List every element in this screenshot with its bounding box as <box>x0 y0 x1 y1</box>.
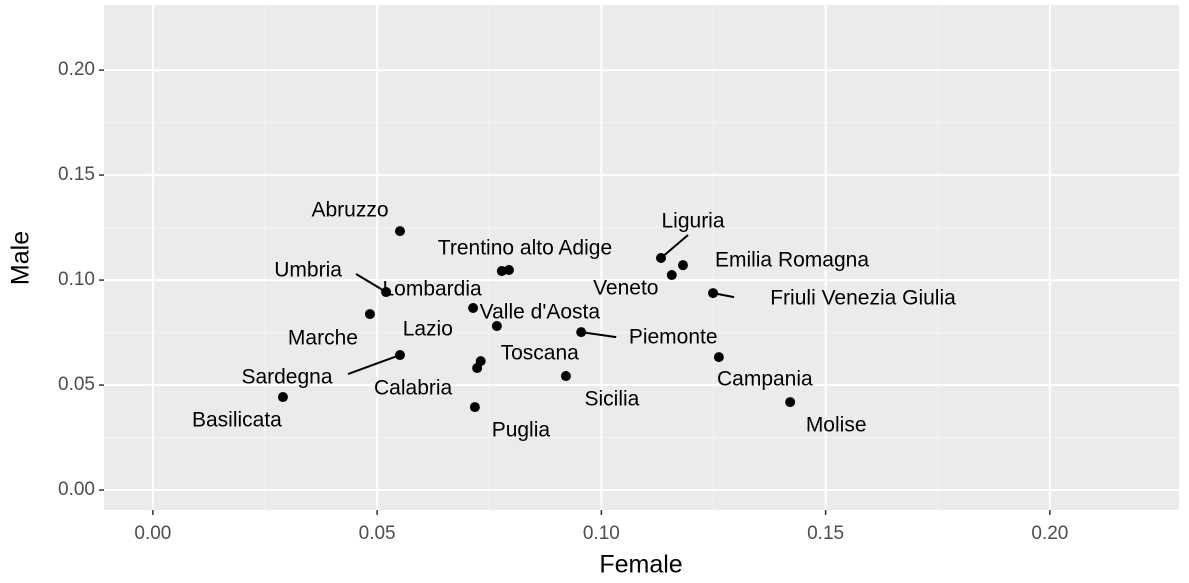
point-label: Basilicata <box>192 409 282 432</box>
point <box>491 321 502 332</box>
point-label: Emilia Romagna <box>715 249 869 272</box>
point-label: Lombardia <box>382 278 482 301</box>
x-tick-label: 0.00 <box>134 523 171 544</box>
point <box>713 352 724 363</box>
point-label: Valle d'Aosta <box>480 301 601 324</box>
point-label: Umbria <box>274 259 342 282</box>
point <box>394 350 405 361</box>
leader-line <box>347 354 401 375</box>
point-label: Marche <box>288 327 358 350</box>
y-tick-label: 0.05 <box>58 374 95 395</box>
point-label: Puglia <box>492 419 551 442</box>
point <box>381 287 392 298</box>
point-label: Sicilia <box>585 388 640 411</box>
point-label: Friuli Venezia Giulia <box>770 287 956 310</box>
y-tick-label: 0.15 <box>58 164 95 185</box>
point-label: Liguria <box>661 210 724 233</box>
y-tick-label: 0.00 <box>58 479 95 500</box>
point <box>677 260 688 271</box>
x-tick-label: 0.05 <box>359 523 396 544</box>
point-label: Piemonte <box>629 326 718 349</box>
point-label: Toscana <box>501 342 580 365</box>
point <box>496 266 507 277</box>
y-tick-label: 0.10 <box>58 269 95 290</box>
point-label: Lazio <box>403 318 453 341</box>
point <box>666 270 677 281</box>
point <box>708 288 719 299</box>
point <box>468 303 479 313</box>
y-axis-title: Male <box>7 231 35 285</box>
point-label: Veneto <box>593 277 658 300</box>
point-label: Molise <box>806 414 867 437</box>
panel <box>104 5 1179 510</box>
point <box>785 397 796 408</box>
leader-line <box>355 273 387 293</box>
point <box>469 402 480 413</box>
point <box>576 327 587 338</box>
point-label: Trentino alto Adige <box>438 237 612 260</box>
leader-line <box>660 234 689 259</box>
point-label: Calabria <box>374 377 453 400</box>
x-tick-label: 0.20 <box>1031 523 1068 544</box>
point-label: Sardegna <box>241 366 332 389</box>
x-tick-label: 0.15 <box>807 523 844 544</box>
point <box>394 226 405 237</box>
point-label: Abruzzo <box>311 199 388 222</box>
y-tick-label: 0.20 <box>58 59 95 80</box>
point <box>560 371 571 382</box>
point <box>472 363 483 374</box>
x-tick-label: 0.10 <box>583 523 620 544</box>
point <box>364 309 375 320</box>
point <box>277 392 288 403</box>
point <box>656 253 667 264</box>
x-axis-title: Female <box>599 551 682 579</box>
leader-line <box>581 331 617 339</box>
point-label: Campania <box>717 368 813 391</box>
